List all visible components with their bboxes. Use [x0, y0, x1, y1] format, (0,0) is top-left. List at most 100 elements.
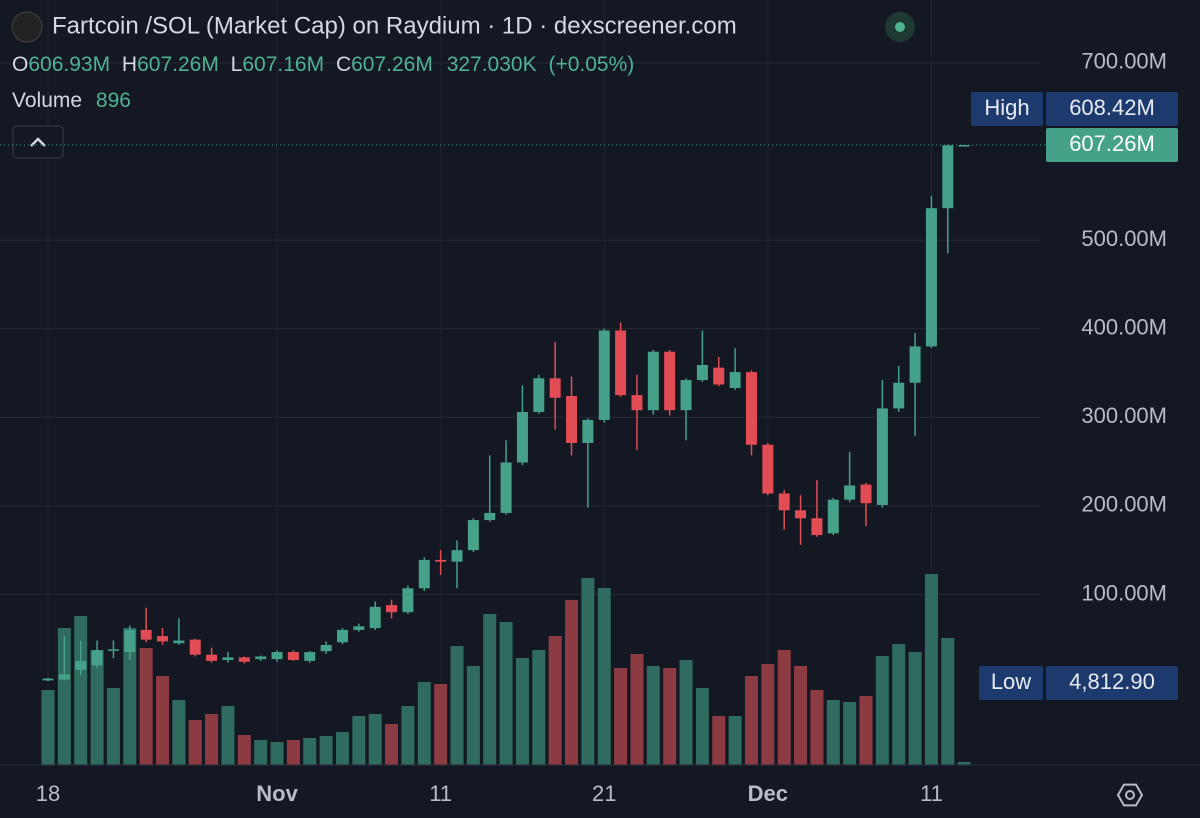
volume-bar	[385, 724, 399, 765]
settings-icon-center	[1125, 790, 1135, 800]
candle-body	[582, 419, 594, 443]
volume-bar	[565, 600, 579, 765]
volume-bar	[368, 714, 382, 765]
volume-bar	[319, 736, 333, 765]
x-tick-label: 18	[36, 781, 60, 806]
candle-body	[140, 629, 152, 640]
volume-header: Volume 896	[12, 89, 131, 112]
y-tick-label: 100.00M	[1081, 580, 1167, 605]
chart-title: Fartcoin /SOL (Market Cap) on Raydium · …	[52, 12, 737, 39]
volume-bar	[892, 644, 906, 765]
volume-bar	[695, 688, 709, 765]
candle-body	[206, 654, 218, 661]
x-tick-label: Nov	[256, 781, 298, 806]
volume-bar	[466, 666, 480, 765]
candle-body	[58, 674, 70, 680]
low-tag-value: 4,812.90	[1069, 669, 1155, 694]
volume-bar	[810, 690, 824, 765]
volume-bar	[663, 668, 677, 765]
candle-body	[827, 499, 839, 534]
y-tick-label: 300.00M	[1081, 403, 1167, 428]
volume-bar	[581, 578, 595, 765]
candle-body	[664, 351, 676, 411]
candle-body	[729, 372, 741, 389]
volume-bar	[139, 648, 153, 765]
volume-bar	[794, 666, 808, 765]
volume-bar	[417, 682, 431, 765]
candle-body	[107, 649, 119, 651]
candle-body	[451, 550, 463, 562]
axes: 100.00M 200.00M 300.00M 400.00M 500.00M 700.0…	[0, 49, 1178, 806]
volume-bar	[597, 588, 611, 765]
candle-body	[157, 636, 169, 642]
candle-body	[958, 145, 970, 147]
volume-bar	[712, 716, 726, 765]
volume-bar	[74, 616, 88, 765]
candle-body	[713, 367, 725, 385]
l-value: 607.16M	[242, 53, 324, 76]
candle-body	[696, 365, 708, 381]
volume-bar	[761, 664, 775, 765]
collapse-button[interactable]	[12, 125, 64, 159]
candle-body	[42, 678, 54, 681]
change-pct: (+0.05%)	[548, 53, 634, 76]
volume-value: 896	[96, 89, 131, 112]
volume-bar	[483, 614, 497, 765]
status-dot	[895, 22, 905, 32]
candle-body	[876, 408, 888, 505]
x-tick-label: 21	[592, 781, 616, 806]
ohlc-header: O606.93M H607.26M L607.16M C607.26M 327.…	[12, 53, 634, 76]
high-tag-value: 608.42M	[1069, 95, 1155, 120]
candle-body	[336, 629, 348, 643]
volume-bar	[859, 696, 873, 765]
candle-body	[893, 382, 905, 409]
settings-button[interactable]	[1116, 783, 1144, 807]
candle-body	[631, 395, 643, 411]
volume-bar	[957, 762, 971, 765]
candle-body	[402, 588, 414, 613]
volume-bar	[630, 654, 644, 765]
volume-bar	[156, 676, 170, 765]
candle-body	[942, 145, 954, 209]
y-tick-label: 200.00M	[1081, 492, 1167, 517]
last-price-tag: 607.26M	[1069, 131, 1155, 156]
candle-body	[844, 485, 856, 500]
x-tick-label: Dec	[748, 781, 788, 806]
volume-bar	[548, 636, 562, 765]
candle-body	[566, 396, 578, 443]
candle-body	[369, 606, 381, 629]
volume-bar	[826, 700, 840, 765]
candle-body	[304, 652, 316, 661]
volume-bar	[614, 668, 628, 765]
volume-bar	[205, 714, 219, 765]
volume-bar	[450, 646, 464, 765]
candle-body	[778, 493, 790, 511]
volume-bar	[401, 706, 415, 765]
volume-bar	[188, 720, 202, 765]
o-value: 606.93M	[28, 53, 110, 76]
candle-body	[189, 639, 201, 655]
candle-body	[75, 660, 87, 670]
volume-bars	[41, 574, 971, 765]
token-icon	[11, 11, 43, 43]
volume-bar	[646, 666, 660, 765]
volume-bar	[679, 660, 693, 765]
settings-icon	[1116, 783, 1144, 807]
low-tag-label: Low	[991, 669, 1031, 694]
candle-body	[680, 380, 692, 411]
high-tag-label: High	[984, 95, 1029, 120]
candle-body	[467, 520, 479, 551]
h-value: 607.26M	[137, 53, 219, 76]
volume-bar	[352, 716, 366, 765]
candle-body	[615, 330, 627, 396]
volume-bar	[237, 735, 251, 765]
candle-body	[860, 484, 872, 504]
candle-body	[745, 372, 757, 445]
candle-body	[533, 378, 545, 412]
candle-body	[435, 559, 447, 562]
candle-body	[124, 629, 136, 653]
volume-bar	[123, 628, 137, 765]
volume-bar	[106, 688, 120, 765]
